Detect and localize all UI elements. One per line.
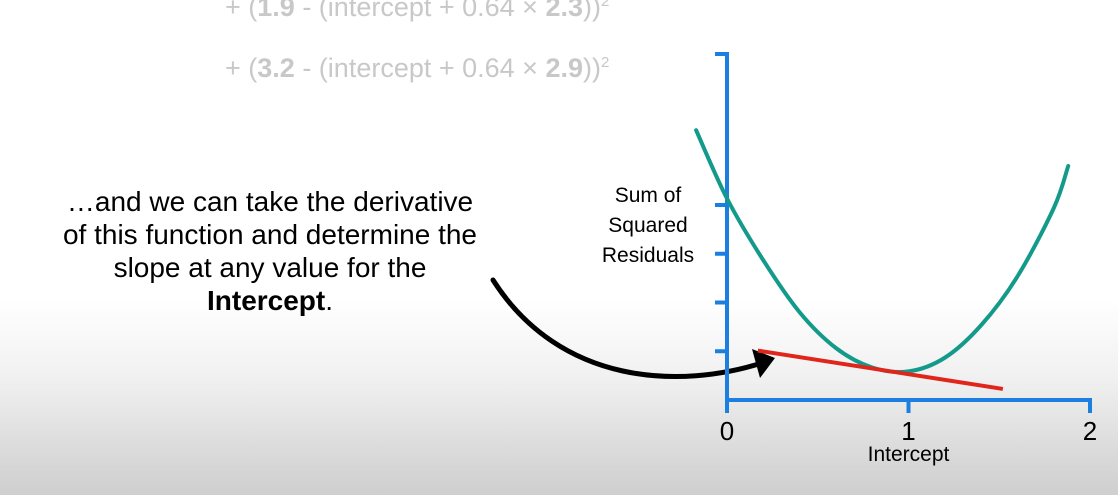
x-tick-label: 2 <box>1083 416 1097 446</box>
equation-line-1: + (1.9 - (intercept + 0.64 × 2.3))2 <box>225 0 610 22</box>
annotation-arrow <box>490 277 768 380</box>
axes <box>715 52 1092 413</box>
x-tick-label: 1 <box>901 416 915 446</box>
axis-labels: 0 1 2 Intercept Sum of Squared Residuals <box>602 184 1097 466</box>
x-axis-label: Intercept <box>868 443 950 466</box>
equation-line-2: + (3.2 - (intercept + 0.64 × 2.9))2 <box>225 53 610 83</box>
annotation-arrowhead <box>752 349 775 378</box>
caption-text: …and we can take the derivative of this … <box>62 186 478 316</box>
chart-marks <box>694 128 1071 391</box>
x-tick-label: 0 <box>720 416 734 446</box>
ssr-curve <box>694 128 1071 375</box>
y-axis-label-line: Residuals <box>602 244 694 267</box>
y-axis-label-line: Squared <box>608 214 687 237</box>
tangent-line <box>757 348 1004 391</box>
y-axis-label-line: Sum of <box>615 184 682 207</box>
